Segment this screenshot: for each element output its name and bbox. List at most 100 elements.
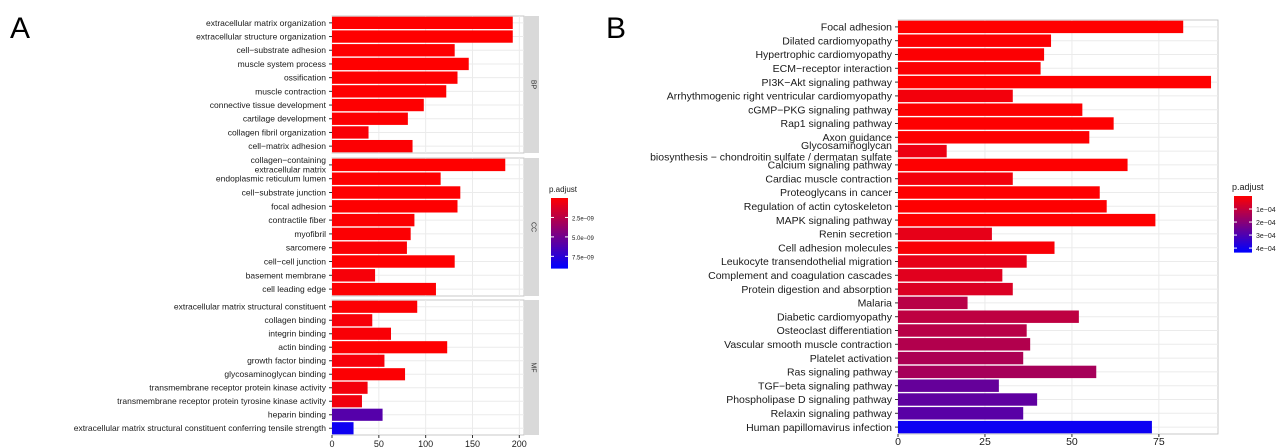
- category-label: Glycosaminoglycan: [801, 140, 892, 152]
- bar: [898, 34, 1052, 47]
- bar: [898, 62, 1041, 75]
- category-label: connective tissue development: [210, 100, 327, 110]
- bar: [898, 144, 947, 158]
- bar: [898, 48, 1045, 61]
- category-label: cell leading edge: [262, 284, 326, 294]
- x-tick-label: 0: [329, 439, 334, 447]
- bar: [898, 117, 1114, 130]
- legend-gradient-step: [1234, 207, 1252, 210]
- category-label: Hypertrophic cardiomyopathy: [755, 49, 892, 61]
- legend-gradient-step: [1234, 227, 1252, 231]
- bar: [332, 300, 418, 313]
- category-label: Leukocyte transendothelial migration: [721, 256, 892, 268]
- category-label: Focal adhesion: [821, 22, 892, 34]
- facet-strip: [524, 16, 539, 153]
- facet-strip: [524, 300, 539, 435]
- legend-gradient-step: [1234, 238, 1252, 242]
- category-label: ECM−receptor interaction: [773, 63, 893, 75]
- x-tick-label: 200: [512, 439, 527, 447]
- legend-gradient-step: [1234, 224, 1252, 227]
- bar: [898, 338, 1031, 351]
- bar: [898, 407, 1024, 420]
- legend-gradient-step: [551, 212, 568, 215]
- category-label: Proteoglycans in cancer: [780, 187, 893, 199]
- legend-gradient-step: [1234, 248, 1252, 251]
- category-label: transmembrane receptor protein kinase ac…: [149, 383, 326, 393]
- bar: [898, 172, 1013, 185]
- legend-gradient-step: [551, 207, 568, 211]
- x-tick-label: 25: [979, 436, 991, 447]
- bar: [332, 44, 455, 57]
- category-label: glycosaminoglycan binding: [224, 369, 326, 379]
- bar: [332, 381, 368, 394]
- category-label: Arrhythmogenic right ventricular cardiom…: [667, 91, 893, 103]
- legend-gradient-step: [1234, 231, 1252, 234]
- x-tick-label: 50: [1066, 436, 1078, 447]
- legend-gradient-step: [551, 209, 568, 213]
- category-label: transmembrane receptor protein tyrosine …: [117, 396, 327, 406]
- category-label: extracellular matrix: [255, 165, 327, 175]
- category-label: ossification: [284, 73, 326, 83]
- bar: [332, 368, 406, 381]
- category-label: biosynthesis − chondroitin sulfate / der…: [650, 152, 892, 164]
- x-tick-label: 50: [374, 439, 384, 447]
- bar: [898, 200, 1107, 213]
- category-label: endoplasmic reticulum lumen: [216, 174, 326, 184]
- bar: [332, 71, 458, 84]
- facet-strip: [524, 158, 539, 296]
- category-label: Platelet activation: [810, 353, 892, 365]
- facet-strip-label: MF: [530, 362, 537, 372]
- bar: [898, 379, 999, 392]
- bar: [332, 269, 376, 282]
- legend-gradient-step: [1234, 242, 1252, 246]
- legend-gradient-step: [1234, 197, 1252, 201]
- legend-gradient-step: [551, 256, 568, 260]
- legend-gradient-step: [1234, 225, 1252, 229]
- bar: [332, 172, 441, 185]
- bar: [332, 112, 408, 125]
- bar: [898, 296, 968, 310]
- bar: [898, 158, 1128, 172]
- x-tick-label: 75: [1153, 436, 1165, 447]
- bar: [332, 85, 447, 98]
- category-label: Human papillomavirus infection: [746, 422, 892, 434]
- legend-gradient-step: [1234, 233, 1252, 236]
- category-label: growth factor binding: [247, 356, 326, 366]
- legend-gradient-step: [551, 219, 568, 222]
- bar: [898, 324, 1027, 337]
- facet-strip-label: BP: [530, 80, 537, 90]
- category-label: cell−cell junction: [264, 256, 326, 266]
- bar: [332, 422, 354, 435]
- category-label: Dilated cardiomyopathy: [782, 35, 892, 47]
- category-label: Protein digestion and absorption: [741, 284, 892, 296]
- category-label: actin binding: [278, 342, 326, 352]
- category-label: extracellular structure organization: [196, 32, 326, 42]
- legend-gradient-step: [551, 263, 568, 267]
- legend: p.adjust 1e−04 2e−04 3e−04 4e−04: [1232, 182, 1276, 253]
- category-label: cell−matrix adhesion: [248, 141, 326, 151]
- x-tick-label: 150: [465, 439, 480, 447]
- bar: [332, 186, 461, 199]
- category-label: Regulation of actin cytoskeleton: [744, 201, 892, 213]
- legend-gradient-step: [551, 237, 568, 241]
- bar: [898, 213, 1156, 227]
- category-label: PI3K−Akt signaling pathway: [762, 77, 893, 89]
- category-label: cGMP−PKG signaling pathway: [748, 104, 893, 116]
- bar: [332, 408, 383, 421]
- legend-gradient-step: [551, 216, 568, 220]
- facet-strip-label: CC: [530, 222, 537, 232]
- legend-tick-label: 2e−04: [1256, 220, 1276, 227]
- legend-gradient-step: [551, 265, 568, 269]
- legend-gradient-step: [551, 221, 568, 225]
- legend-gradient-step: [1234, 216, 1252, 219]
- legend-gradient-step: [551, 214, 568, 218]
- facet-bp: extracellular matrix organization extrace…: [196, 15, 539, 154]
- bar: [898, 282, 1013, 296]
- bar: [332, 126, 369, 139]
- legend-gradient-step: [1234, 246, 1252, 249]
- bar: [898, 103, 1083, 116]
- category-label: Osteoclast differentiation: [777, 325, 893, 337]
- bar: [332, 30, 513, 43]
